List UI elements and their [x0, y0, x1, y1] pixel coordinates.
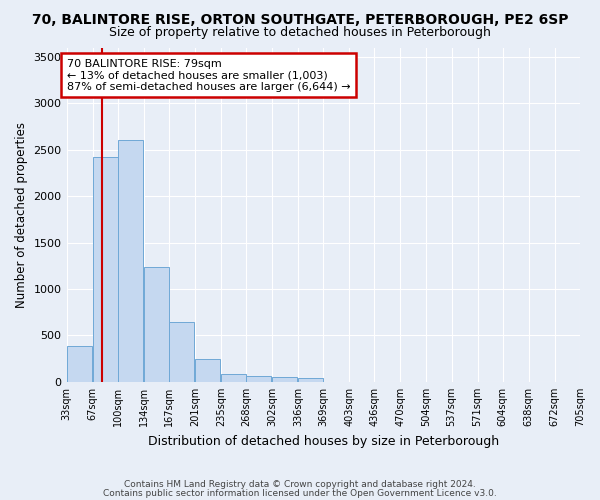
- X-axis label: Distribution of detached houses by size in Peterborough: Distribution of detached houses by size …: [148, 434, 499, 448]
- Bar: [92, 157, 118, 382]
- Text: Size of property relative to detached houses in Peterborough: Size of property relative to detached ho…: [109, 26, 491, 39]
- Bar: [246, 376, 271, 382]
- Bar: [298, 378, 323, 382]
- Text: 70, BALINTORE RISE, ORTON SOUTHGATE, PETERBOROUGH, PE2 6SP: 70, BALINTORE RISE, ORTON SOUTHGATE, PET…: [32, 12, 568, 26]
- Bar: [221, 374, 246, 382]
- Text: Contains public sector information licensed under the Open Government Licence v3: Contains public sector information licen…: [103, 488, 497, 498]
- Bar: [144, 266, 169, 382]
- Bar: [272, 377, 297, 382]
- Bar: [67, 346, 92, 382]
- Text: 70 BALINTORE RISE: 79sqm
← 13% of detached houses are smaller (1,003)
87% of sem: 70 BALINTORE RISE: 79sqm ← 13% of detach…: [67, 58, 350, 92]
- Text: Contains HM Land Registry data © Crown copyright and database right 2024.: Contains HM Land Registry data © Crown c…: [124, 480, 476, 489]
- Y-axis label: Number of detached properties: Number of detached properties: [15, 122, 28, 308]
- Bar: [169, 322, 194, 382]
- Bar: [195, 358, 220, 382]
- Bar: [118, 140, 143, 382]
